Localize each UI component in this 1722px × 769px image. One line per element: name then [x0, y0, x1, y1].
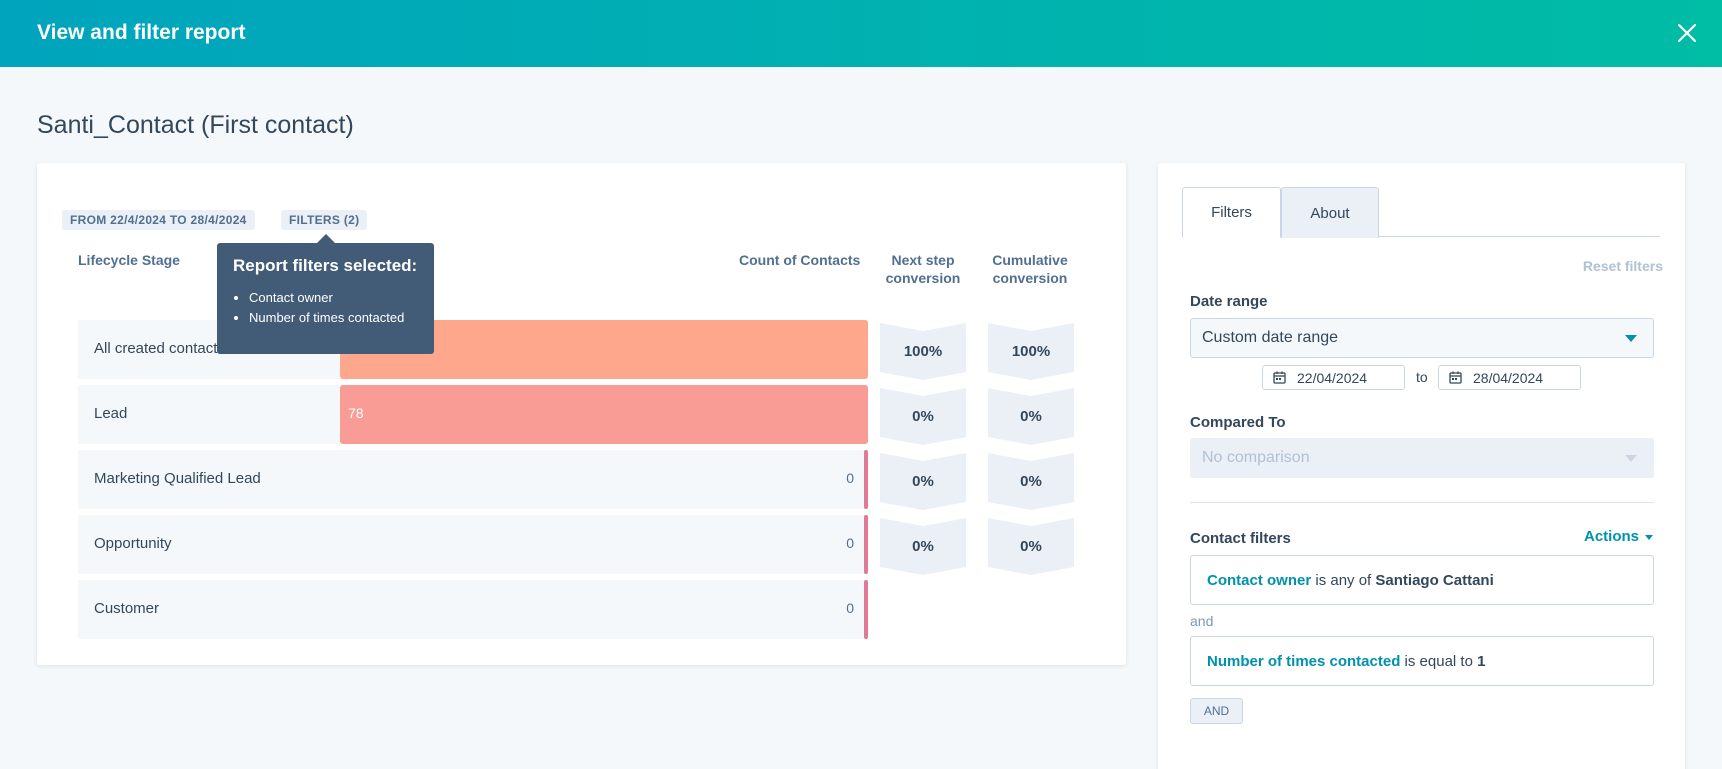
date-from-input[interactable]: 22/04/2024 [1262, 365, 1405, 390]
filter-value: 1 [1477, 653, 1486, 670]
report-card: FROM 22/4/2024 TO 28/4/2024 FILTERS (2) … [37, 163, 1126, 665]
filter-contact-owner[interactable]: Contact owner is any of Santiago Cattani [1190, 555, 1654, 605]
next-step-conversion: 0% [880, 388, 966, 445]
tab-filters[interactable]: Filters [1182, 187, 1281, 238]
tooltip-item: Contact owner [249, 288, 418, 308]
count-bar[interactable] [864, 450, 868, 509]
count-bar[interactable] [340, 385, 868, 444]
compared-to-select: No comparison [1190, 438, 1654, 478]
date-range-chip: FROM 22/4/2024 TO 28/4/2024 [62, 210, 255, 230]
contact-filters-label: Contact filters [1190, 530, 1291, 547]
column-lifecycle-stage: Lifecycle Stage [78, 252, 180, 268]
count-bar[interactable] [864, 515, 868, 574]
count-value: 0 [846, 470, 854, 486]
funnel-row[interactable]: Customer 0 [78, 580, 868, 639]
modal-title: View and filter report [37, 21, 246, 44]
cumulative-conversion: 0% [988, 518, 1074, 575]
filter-panel: Filters About Reset filters Date range C… [1158, 163, 1685, 769]
stage-label: All created contacts [94, 340, 225, 357]
filter-operator: is equal to [1404, 653, 1473, 670]
caret-down-icon [1645, 534, 1653, 540]
column-cumulative-conversion: Cumulative conversion [992, 252, 1068, 286]
tooltip-title: Report filters selected: [233, 256, 418, 275]
date-range-label: Date range [1190, 293, 1268, 310]
actions-label: Actions [1583, 528, 1639, 545]
filter-operator: is any of [1315, 572, 1372, 589]
count-value: 0 [846, 535, 854, 551]
funnel-row[interactable]: Marketing Qualified Lead 0 [78, 450, 868, 509]
next-step-conversion: 0% [880, 518, 966, 575]
date-range-select[interactable]: Custom date range [1190, 318, 1654, 358]
date-to-value: 28/04/2024 [1473, 370, 1544, 386]
divider [1190, 502, 1654, 503]
caret-down-icon [1625, 455, 1637, 462]
cumulative-conversion: 0% [988, 388, 1074, 445]
compared-to-value: No comparison [1202, 449, 1310, 466]
stage-label: Lead [94, 405, 128, 422]
filter-value: Santiago Cattani [1375, 572, 1494, 589]
compared-to-label: Compared To [1190, 414, 1286, 431]
tab-about[interactable]: About [1281, 187, 1379, 238]
funnel-row[interactable]: Opportunity 0 [78, 515, 868, 574]
date-from-value: 22/04/2024 [1297, 370, 1368, 386]
next-step-conversion: 100% [880, 323, 966, 380]
count-bar[interactable] [864, 580, 868, 639]
count-value: 78 [348, 405, 364, 421]
caret-down-icon [1625, 335, 1637, 342]
and-label: and [1190, 613, 1214, 629]
filters-chip[interactable]: FILTERS (2) [281, 210, 368, 230]
stage-label: Marketing Qualified Lead [94, 470, 261, 487]
stage-label: Opportunity [94, 535, 172, 552]
close-icon[interactable] [1674, 20, 1700, 46]
column-next-step-conversion: Next step conversion [885, 252, 961, 286]
calendar-icon [1273, 371, 1286, 384]
reset-filters-link[interactable]: Reset filters [1582, 258, 1663, 274]
filter-property-link[interactable]: Number of times contacted [1207, 653, 1401, 670]
report-title: Santi_Contact (First contact) [37, 111, 354, 139]
filter-times-contacted[interactable]: Number of times contacted is equal to 1 [1190, 636, 1654, 686]
filter-property-link[interactable]: Contact owner [1207, 572, 1312, 589]
tooltip-list: Contact owner Number of times contacted [233, 288, 418, 328]
modal-header: View and filter report [0, 0, 1722, 67]
cumulative-conversion: 100% [988, 323, 1074, 380]
calendar-icon [1449, 371, 1462, 384]
panel-tabs: Filters About [1182, 187, 1660, 238]
count-value: 0 [846, 600, 854, 616]
next-step-conversion: 0% [880, 453, 966, 510]
date-to-separator: to [1416, 369, 1428, 385]
date-range-value: Custom date range [1202, 329, 1339, 346]
filters-tooltip: Report filters selected: Contact owner N… [217, 234, 434, 354]
column-count-of-contacts: Count of Contacts [739, 252, 861, 268]
date-to-input[interactable]: 28/04/2024 [1438, 365, 1581, 390]
stage-label: Customer [94, 600, 160, 617]
tooltip-item: Number of times contacted [249, 308, 418, 328]
actions-dropdown[interactable]: Actions [1584, 528, 1653, 545]
cumulative-conversion: 0% [988, 453, 1074, 510]
funnel-row[interactable]: All created contacts 78 [78, 320, 868, 379]
funnel-row[interactable]: Lead 78 [78, 385, 868, 444]
and-button[interactable]: AND [1190, 698, 1243, 724]
